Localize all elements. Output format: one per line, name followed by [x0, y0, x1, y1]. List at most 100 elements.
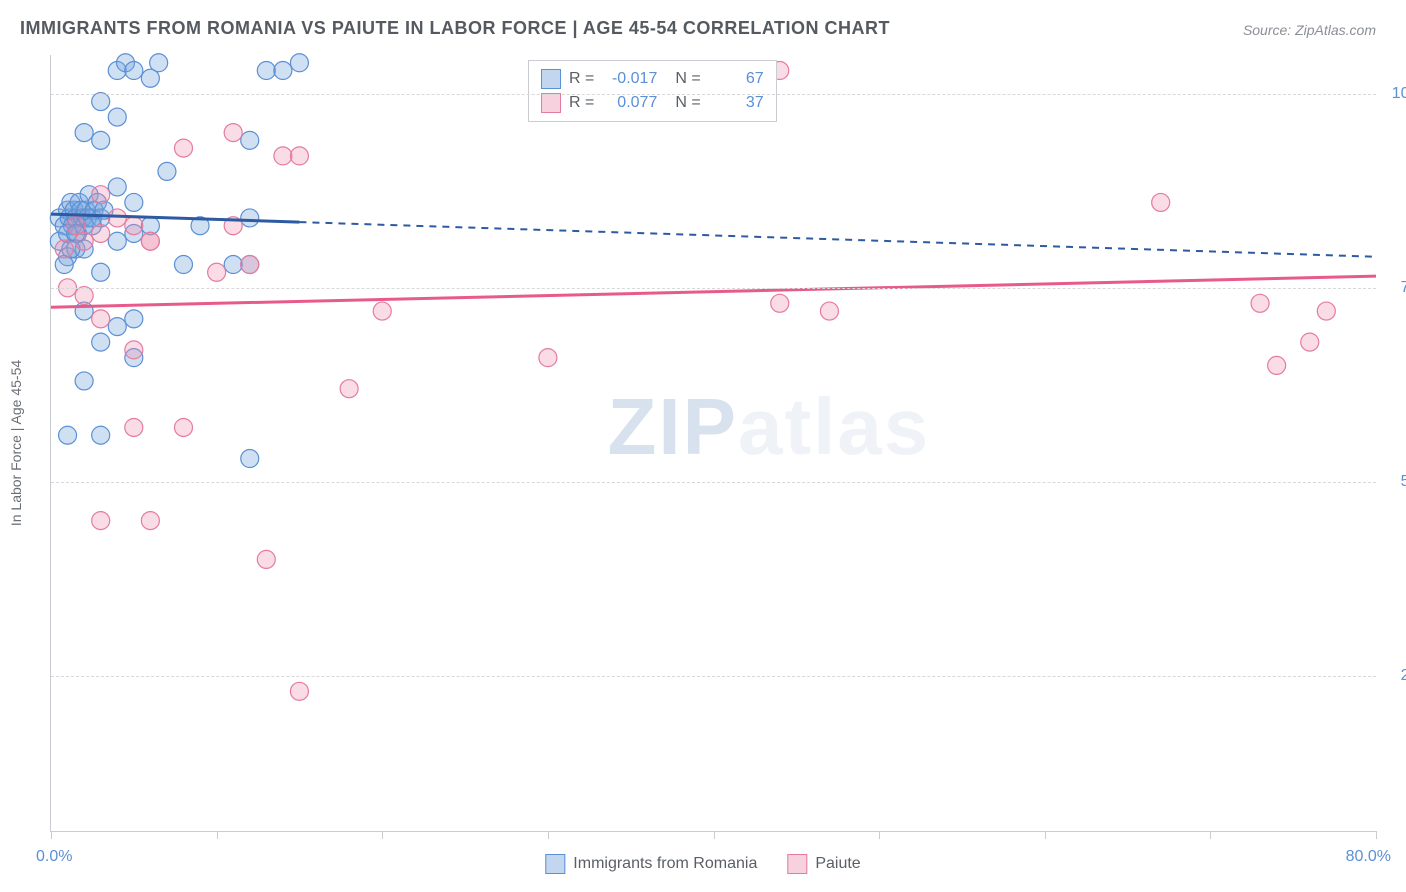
data-point-romania	[150, 54, 168, 72]
data-point-romania	[125, 193, 143, 211]
n-value-romania: 67	[709, 70, 764, 88]
data-point-paiute	[257, 550, 275, 568]
gridline	[51, 676, 1376, 677]
x-tick	[548, 831, 549, 839]
legend-item-romania: Immigrants from Romania	[545, 854, 757, 874]
legend-item-paiute: Paiute	[787, 854, 860, 874]
data-point-paiute	[141, 232, 159, 250]
data-point-romania	[158, 162, 176, 180]
data-point-paiute	[92, 224, 110, 242]
data-point-romania	[125, 62, 143, 80]
data-point-paiute	[290, 682, 308, 700]
chart-title: IMMIGRANTS FROM ROMANIA VS PAIUTE IN LAB…	[20, 18, 890, 39]
n-label: N =	[675, 94, 700, 112]
data-point-paiute	[175, 139, 193, 157]
data-point-paiute	[175, 418, 193, 436]
data-point-romania	[108, 232, 126, 250]
scatter-svg	[51, 55, 1376, 831]
data-point-romania	[92, 333, 110, 351]
gridline	[51, 288, 1376, 289]
legend-label: Paiute	[815, 855, 860, 873]
data-point-romania	[59, 426, 77, 444]
data-point-romania	[108, 318, 126, 336]
x-axis-start-label: 0.0%	[36, 848, 72, 866]
data-point-paiute	[1317, 302, 1335, 320]
x-tick	[51, 831, 52, 839]
data-point-paiute	[1251, 294, 1269, 312]
data-point-romania	[92, 426, 110, 444]
legend-row-romania: R = -0.017 N = 67	[541, 67, 764, 91]
data-point-paiute	[1301, 333, 1319, 351]
data-point-paiute	[125, 341, 143, 359]
data-point-paiute	[1152, 193, 1170, 211]
y-tick-label: 25.0%	[1386, 667, 1406, 685]
data-point-romania	[257, 62, 275, 80]
x-tick	[217, 831, 218, 839]
data-point-romania	[241, 209, 259, 227]
data-point-paiute	[274, 147, 292, 165]
x-tick	[714, 831, 715, 839]
legend-swatch-icon	[545, 854, 565, 874]
gridline	[51, 482, 1376, 483]
r-value-romania: -0.017	[602, 70, 657, 88]
y-axis-title: In Labor Force | Age 45-54	[8, 360, 24, 526]
data-point-paiute	[141, 512, 159, 530]
data-point-paiute	[771, 294, 789, 312]
x-tick	[1376, 831, 1377, 839]
data-point-paiute	[208, 263, 226, 281]
data-point-romania	[224, 256, 242, 274]
source-attribution: Source: ZipAtlas.com	[1243, 22, 1376, 38]
n-value-paiute: 37	[709, 94, 764, 112]
data-point-paiute	[92, 512, 110, 530]
gridline	[51, 94, 1376, 95]
n-label: N =	[675, 70, 700, 88]
data-point-paiute	[290, 147, 308, 165]
data-point-romania	[241, 131, 259, 149]
data-point-paiute	[125, 418, 143, 436]
data-point-romania	[241, 450, 259, 468]
data-point-romania	[92, 131, 110, 149]
trendline-paiute	[51, 276, 1376, 307]
x-tick	[1210, 831, 1211, 839]
data-point-paiute	[224, 124, 242, 142]
legend-swatch-icon	[787, 854, 807, 874]
data-point-romania	[92, 93, 110, 111]
y-tick-label: 50.0%	[1386, 473, 1406, 491]
y-tick-label: 75.0%	[1386, 279, 1406, 297]
data-point-romania	[290, 54, 308, 72]
data-point-paiute	[125, 217, 143, 235]
data-point-paiute	[373, 302, 391, 320]
data-point-paiute	[241, 256, 259, 274]
x-tick	[879, 831, 880, 839]
data-point-romania	[175, 256, 193, 274]
data-point-romania	[92, 263, 110, 281]
data-point-romania	[108, 108, 126, 126]
data-point-paiute	[75, 287, 93, 305]
x-axis-end-label: 80.0%	[1346, 848, 1391, 866]
data-point-paiute	[108, 209, 126, 227]
trendline-dashed-romania	[299, 222, 1376, 257]
r-value-paiute: 0.077	[602, 94, 657, 112]
data-point-paiute	[55, 240, 73, 258]
legend-label: Immigrants from Romania	[573, 855, 757, 873]
data-point-romania	[108, 178, 126, 196]
x-tick	[1045, 831, 1046, 839]
data-point-paiute	[820, 302, 838, 320]
r-label: R =	[569, 70, 594, 88]
data-point-romania	[125, 310, 143, 328]
series-legend: Immigrants from Romania Paiute	[545, 854, 860, 874]
r-label: R =	[569, 94, 594, 112]
legend-swatch-paiute	[541, 93, 561, 113]
data-point-romania	[75, 124, 93, 142]
data-point-romania	[75, 372, 93, 390]
chart-plot-area: In Labor Force | Age 45-54 ZIPatlas R = …	[50, 55, 1376, 832]
data-point-paiute	[92, 310, 110, 328]
y-tick-label: 100.0%	[1386, 85, 1406, 103]
data-point-paiute	[1268, 356, 1286, 374]
data-point-romania	[274, 62, 292, 80]
data-point-paiute	[75, 232, 93, 250]
legend-swatch-romania	[541, 69, 561, 89]
x-tick	[382, 831, 383, 839]
data-point-paiute	[340, 380, 358, 398]
correlation-legend: R = -0.017 N = 67 R = 0.077 N = 37	[528, 60, 777, 122]
